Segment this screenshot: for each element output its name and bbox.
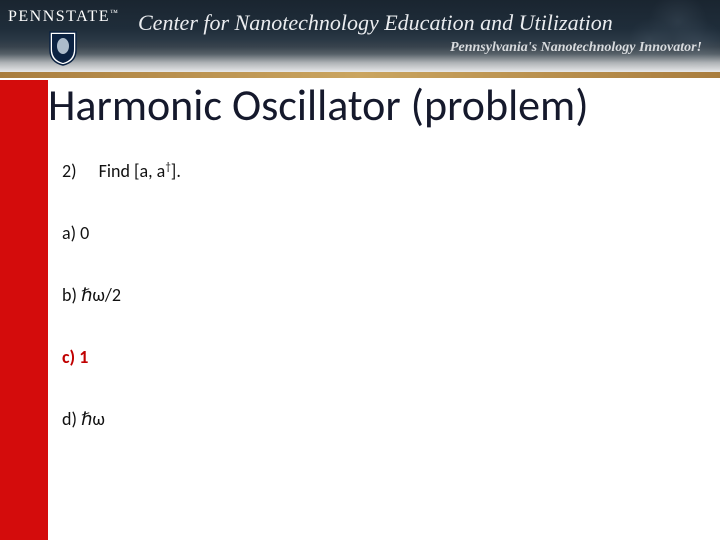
header-subtitle: Pennsylvania's Nanotechnology Innovator! xyxy=(450,40,702,56)
red-sidebar xyxy=(0,80,48,540)
option-d: d) ℏω xyxy=(62,408,662,430)
brand-logo: PENNSTATE™ xyxy=(8,8,119,26)
center-title: Center for Nanotechnology Education and … xyxy=(138,10,613,36)
brand-name: PENNSTATE xyxy=(8,8,110,25)
question-number: 2) xyxy=(62,160,77,182)
slide: PENNSTATE™ Center for Nanotechnology Edu… xyxy=(0,0,720,540)
option-a: a) 0 xyxy=(62,222,662,244)
option-b: b) ℏω/2 xyxy=(62,284,662,306)
page-title: Harmonic Oscillator (problem) xyxy=(48,78,589,132)
option-c: c) 1 xyxy=(62,346,662,368)
shield-icon xyxy=(48,30,78,66)
brand-text: PENNSTATE™ xyxy=(8,8,119,26)
content-area: 2) Find [a, a†]. a) 0 b) ℏω/2 c) 1 d) ℏω xyxy=(62,160,662,470)
question-post: ]. xyxy=(171,160,181,182)
question-row: 2) Find [a, a†]. xyxy=(62,160,662,182)
header-band: PENNSTATE™ Center for Nanotechnology Edu… xyxy=(0,0,720,72)
question-text: Find [a, a†]. xyxy=(99,160,181,182)
trademark: ™ xyxy=(110,8,119,17)
question-pre: Find [a, a xyxy=(99,160,166,182)
